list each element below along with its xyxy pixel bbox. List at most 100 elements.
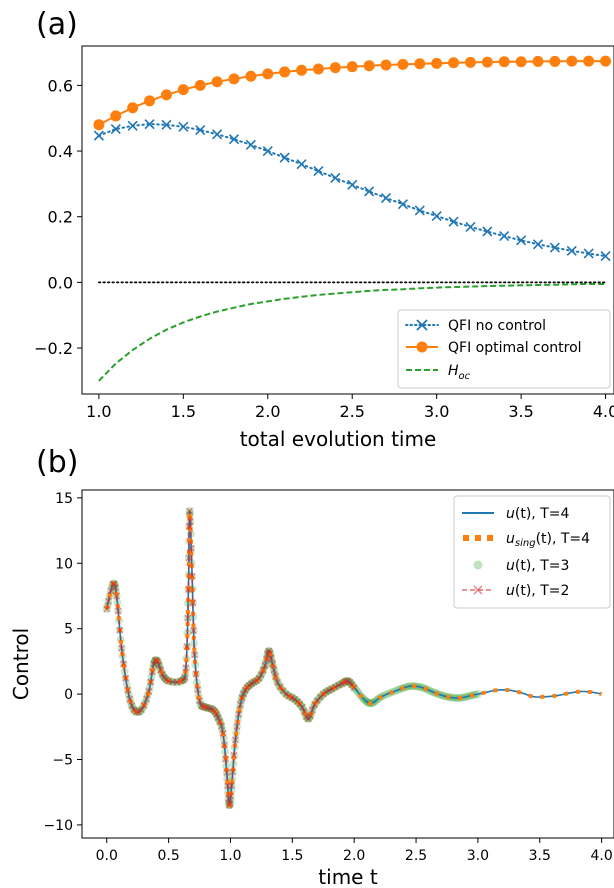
x-marker xyxy=(181,674,189,682)
x-marker xyxy=(330,172,341,184)
x-marker xyxy=(364,186,375,197)
circle-marker xyxy=(481,56,493,68)
x-marker xyxy=(311,701,319,709)
y-tick-label: 0.0 xyxy=(48,273,73,292)
x-marker xyxy=(397,199,408,210)
x-marker xyxy=(228,782,236,790)
x-marker xyxy=(549,242,560,253)
series-line xyxy=(98,283,606,382)
x-marker xyxy=(482,226,493,237)
circle-marker xyxy=(583,55,595,67)
panel-b-x-axis-label: time t xyxy=(318,865,378,888)
panel-b-x-ticks: 0.0 0.5 1.0 1.5 2.0 2.5 3.0 3.5 4.0 xyxy=(96,838,613,864)
x-marker xyxy=(222,755,230,763)
x-marker xyxy=(313,166,324,177)
x-marker xyxy=(499,231,510,242)
x-tick-label: 3.0 xyxy=(424,402,449,421)
x-marker xyxy=(214,714,222,722)
x-marker xyxy=(328,685,336,693)
x-marker xyxy=(532,239,544,250)
x-marker xyxy=(192,670,200,678)
legend-b-label: u(t), T=3 xyxy=(506,558,569,574)
x-marker xyxy=(262,145,273,157)
x-marker xyxy=(114,607,122,615)
x-tick-label: 1.0 xyxy=(86,402,111,421)
x-tick-label: 1.0 xyxy=(219,848,241,864)
x-tick-label: 0.0 xyxy=(96,848,118,864)
x-marker xyxy=(109,580,117,588)
circle-marker xyxy=(363,60,375,72)
panel-b-label: (b) xyxy=(36,445,78,480)
x-marker xyxy=(583,248,594,259)
x-marker xyxy=(272,673,279,680)
x-marker xyxy=(259,666,267,674)
x-marker xyxy=(111,584,119,592)
x-marker-icon xyxy=(416,319,428,331)
x-marker xyxy=(227,792,235,800)
x-marker xyxy=(212,129,223,140)
circle-marker-icon xyxy=(473,560,483,570)
x-marker xyxy=(261,661,269,669)
legend-a-label: Hoc xyxy=(448,363,471,382)
x-marker xyxy=(213,710,220,718)
circle-marker xyxy=(93,119,105,131)
x-marker xyxy=(229,768,237,776)
y-tick-label: 10 xyxy=(55,556,73,572)
y-tick-label: 15 xyxy=(55,491,73,507)
x-marker xyxy=(93,130,104,141)
x-marker xyxy=(124,686,132,694)
x-marker xyxy=(230,751,238,759)
x-tick-label: 1.5 xyxy=(171,402,196,421)
x-marker xyxy=(296,159,307,170)
circle-marker xyxy=(279,66,291,78)
x-marker xyxy=(145,688,153,695)
x-marker xyxy=(219,729,227,737)
x-marker xyxy=(190,627,198,635)
x-marker xyxy=(267,654,275,662)
x-marker xyxy=(516,235,527,246)
x-marker xyxy=(200,703,207,711)
x-marker xyxy=(231,736,239,744)
x-marker xyxy=(226,800,234,808)
x-marker xyxy=(414,205,425,216)
x-marker xyxy=(448,216,459,227)
legend-b-entry-using-t4: using(t), T=4 xyxy=(463,531,590,549)
x-marker xyxy=(195,124,206,136)
circle-marker xyxy=(498,56,510,68)
y-tick-label: 0.4 xyxy=(48,142,73,161)
x-marker xyxy=(107,587,115,595)
x-marker xyxy=(279,152,290,163)
x-tick-label: 3.5 xyxy=(529,848,551,864)
panel-a-axes-frame xyxy=(81,45,614,395)
legend-b-entry-u-t4: u(t), T=4 xyxy=(462,506,569,522)
x-marker xyxy=(245,139,256,150)
circle-marker xyxy=(160,89,172,101)
x-marker xyxy=(185,554,193,562)
circle-marker xyxy=(464,56,476,68)
x-marker xyxy=(110,123,121,135)
panel-a-legend-box xyxy=(397,309,611,389)
panel-b-y-ticks: −10 −5 0 5 10 15 xyxy=(43,491,82,834)
circle-marker xyxy=(549,55,561,67)
x-marker xyxy=(380,192,392,204)
legend-a-label: QFI no control xyxy=(448,318,546,334)
circle-marker xyxy=(380,59,392,71)
x-marker xyxy=(187,544,195,552)
circle-marker xyxy=(144,95,156,107)
x-tick-label: 1.5 xyxy=(281,848,303,864)
circle-marker xyxy=(312,63,324,75)
square-marker-icon xyxy=(463,535,469,541)
x-marker xyxy=(257,671,265,679)
legend-b-label: using(t), T=4 xyxy=(506,531,590,549)
x-marker xyxy=(298,703,306,711)
circle-marker xyxy=(245,70,257,82)
circle-marker xyxy=(127,102,139,114)
x-marker xyxy=(189,599,197,607)
y-tick-label: −5 xyxy=(52,753,73,769)
x-tick-label: 2.5 xyxy=(339,402,364,421)
x-marker xyxy=(148,668,156,676)
x-marker xyxy=(157,666,165,674)
x-tick-label: 2.0 xyxy=(343,848,365,864)
y-tick-label: −10 xyxy=(43,818,73,834)
x-marker xyxy=(155,661,163,669)
